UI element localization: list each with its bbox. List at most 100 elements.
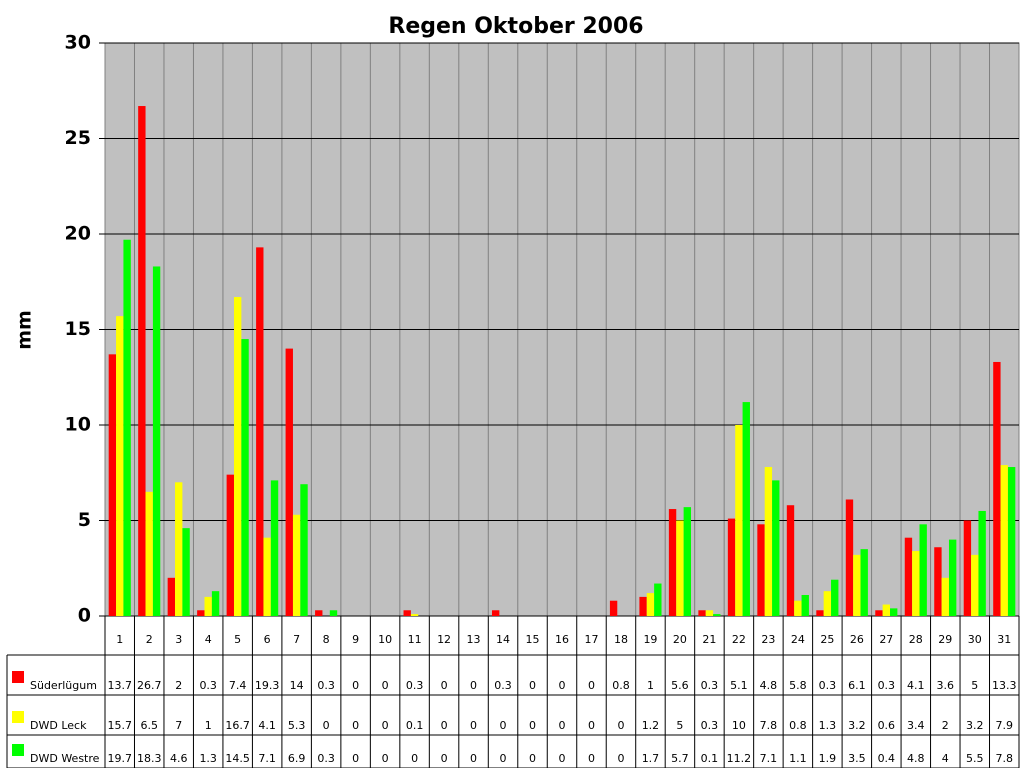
table-value: 0.8 (612, 679, 630, 692)
bar (993, 361, 1001, 616)
table-value: 5.1 (730, 679, 748, 692)
table-value: 4.1 (258, 719, 276, 732)
bar (919, 524, 927, 616)
table-value: 0.3 (701, 679, 719, 692)
table-value: 0 (470, 752, 477, 765)
bar (801, 594, 809, 616)
x-tick-label: 26 (850, 633, 864, 646)
table-value: 1.3 (199, 752, 217, 765)
table-value: 16.7 (225, 719, 250, 732)
table-value: 15.7 (107, 719, 132, 732)
y-tick-label: 30 (65, 32, 91, 54)
table-value: 4.6 (170, 752, 188, 765)
table-value: 0 (588, 719, 595, 732)
bar (853, 554, 861, 616)
table-value: 0.3 (878, 679, 896, 692)
legend-label: Süderlügum (30, 679, 97, 692)
table-value: 0 (382, 679, 389, 692)
bar (757, 524, 765, 616)
x-tick-label: 13 (467, 633, 481, 646)
x-tick-label: 7 (293, 633, 300, 646)
bar (145, 491, 153, 616)
table-value: 3.2 (848, 719, 866, 732)
table-value: 5.3 (288, 719, 306, 732)
bar (403, 610, 411, 616)
table-value: 0 (323, 719, 330, 732)
bar (772, 480, 780, 616)
table-value: 13.7 (107, 679, 132, 692)
x-tick-label: 8 (323, 633, 330, 646)
table-value: 5.8 (789, 679, 807, 692)
bar (285, 348, 293, 616)
bar (175, 482, 183, 616)
bar (934, 547, 942, 616)
table-value: 1 (205, 719, 212, 732)
x-tick-label: 10 (378, 633, 392, 646)
bar (315, 610, 323, 616)
x-tick-label: 23 (761, 633, 775, 646)
bar (226, 474, 234, 616)
y-tick-label: 0 (78, 605, 91, 627)
x-tick-label: 21 (702, 633, 716, 646)
table-value: 5.6 (671, 679, 689, 692)
table-value: 1.1 (789, 752, 807, 765)
table-value: 0 (559, 752, 566, 765)
bar (138, 106, 146, 616)
x-tick-label: 28 (909, 633, 923, 646)
table-value: 3.2 (966, 719, 984, 732)
bar (167, 577, 176, 616)
table-value: 0 (382, 719, 389, 732)
legend-label: DWD Leck (30, 719, 87, 732)
bar (705, 610, 714, 616)
bar (904, 537, 913, 616)
table-value: 0 (500, 719, 507, 732)
table-value: 0 (352, 719, 359, 732)
x-tick-label: 4 (205, 633, 212, 646)
bar (329, 610, 338, 616)
table-value: 0 (529, 679, 536, 692)
table-value: 0 (588, 752, 595, 765)
y-tick-label: 20 (65, 223, 91, 245)
x-tick-label: 20 (673, 633, 687, 646)
x-tick-label: 3 (175, 633, 182, 646)
bar (491, 610, 500, 616)
table-value: 5.7 (671, 752, 689, 765)
table-value: 0 (470, 719, 477, 732)
table-value: 4 (942, 752, 949, 765)
table-value: 14.5 (225, 752, 250, 765)
table-value: 0.3 (199, 679, 217, 692)
bar (963, 520, 972, 616)
y-tick-label: 5 (78, 509, 91, 531)
table-value: 0.4 (878, 752, 896, 765)
x-tick-label: 16 (555, 633, 569, 646)
table-value: 3.5 (848, 752, 866, 765)
table-value: 13.3 (992, 679, 1017, 692)
bar (823, 591, 832, 616)
bar (108, 354, 117, 616)
bar (742, 402, 750, 616)
bar (292, 514, 301, 616)
table-value: 0 (352, 752, 359, 765)
table-value: 4.8 (907, 752, 925, 765)
legend-label: DWD Westre (30, 752, 100, 765)
legend-key (12, 671, 24, 683)
bar (263, 537, 271, 616)
table-value: 1.2 (642, 719, 660, 732)
bar (152, 266, 161, 616)
table-value: 10 (732, 719, 746, 732)
x-tick-label: 22 (732, 633, 746, 646)
table-value: 19.3 (255, 679, 280, 692)
bar (204, 596, 212, 616)
bar (668, 509, 677, 616)
bar (978, 510, 986, 616)
bar (609, 600, 618, 616)
bar (941, 577, 949, 616)
legend-key (12, 711, 24, 723)
table-value: 1.3 (819, 719, 837, 732)
table-value: 0.3 (701, 719, 719, 732)
table-value: 26.7 (137, 679, 162, 692)
bar (882, 604, 891, 616)
table-value: 7.8 (996, 752, 1014, 765)
x-tick-label: 6 (264, 633, 271, 646)
